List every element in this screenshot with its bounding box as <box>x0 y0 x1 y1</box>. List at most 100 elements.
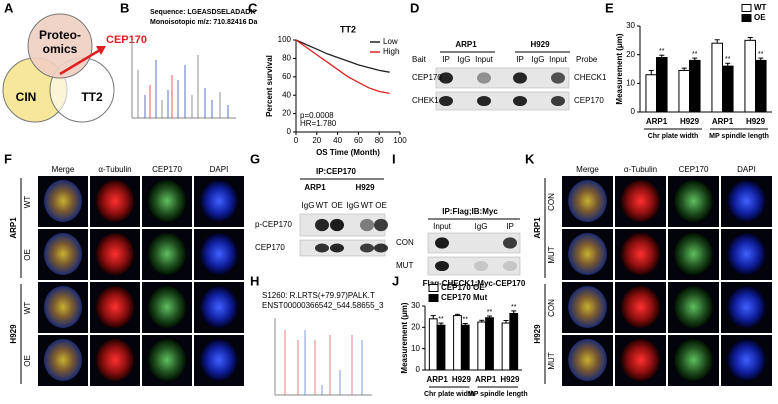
y-tick-label: 0 <box>416 365 421 374</box>
blot-header: ARP1 <box>304 183 326 192</box>
bar <box>722 65 734 113</box>
significance: ** <box>511 304 517 311</box>
bar <box>645 74 658 113</box>
cell <box>727 180 766 222</box>
panel-letter: F <box>4 151 12 166</box>
cell <box>200 339 238 381</box>
x-tick-label: ARP1 <box>646 117 668 126</box>
legend-label: WT <box>754 3 767 12</box>
cell <box>621 233 660 275</box>
significance: ** <box>463 316 469 323</box>
cell <box>727 286 766 328</box>
bar <box>436 324 446 371</box>
panel-letter: C <box>248 0 258 15</box>
spectrum-text: ENST00000366542_544.58655_3 <box>262 301 384 310</box>
column-label: DAPI <box>737 165 756 174</box>
x-tick-label: ARP1 <box>712 117 734 126</box>
column-label: CEP170 <box>152 165 182 174</box>
bar <box>477 321 487 371</box>
lane-label: IgG <box>302 201 315 210</box>
panel-letter: D <box>410 0 419 15</box>
venn-label: CIN <box>16 90 37 104</box>
blot-band <box>330 218 344 232</box>
y-axis-label: Measurement (μm) <box>400 302 409 373</box>
x-tick-label: 80 <box>375 136 384 145</box>
lane-label: IP <box>506 222 514 231</box>
cell <box>148 339 186 381</box>
chart-title: TT2 <box>340 24 356 34</box>
row-label: CON <box>547 193 556 211</box>
bar <box>678 69 691 113</box>
group-label: MP spindle length <box>709 133 769 140</box>
bar <box>689 59 701 113</box>
significance: ** <box>659 48 665 55</box>
venn-label: TT2 <box>81 90 103 104</box>
significance: ** <box>692 51 698 58</box>
cell <box>568 286 607 328</box>
panel-letter: K <box>525 151 535 166</box>
blot-band <box>513 95 527 107</box>
cell <box>727 233 766 275</box>
column-label: CEP170 <box>679 165 709 174</box>
spectrum-text: S1260: R.LRTS(+79.97)PALK.T <box>262 291 375 300</box>
legend-label: CEP170 OE <box>441 283 485 292</box>
panel-letter: B <box>120 0 129 15</box>
significance: ** <box>758 51 764 58</box>
group-label: H929 <box>9 324 18 344</box>
row-label: CEP170 <box>574 96 604 105</box>
x-tick-label: H929 <box>680 117 700 126</box>
blot-title: IP:CEP170 <box>316 167 357 176</box>
cell <box>148 286 186 328</box>
blot-band <box>474 260 488 272</box>
column-label: DAPI <box>210 165 229 174</box>
blot-title: IP:Flag;IB:Myc <box>442 207 498 216</box>
bar <box>711 42 724 113</box>
y-tick-label: 40 <box>282 90 291 99</box>
bar <box>460 324 470 371</box>
x-tick-label: H929 <box>452 375 472 384</box>
row-label: WT <box>23 302 32 315</box>
venn-target: CEP170 <box>106 34 147 46</box>
significance: ** <box>487 309 493 316</box>
x-tick-label: 20 <box>312 136 321 145</box>
blot-band <box>503 260 517 272</box>
arrow <box>59 48 101 76</box>
cell <box>96 286 134 328</box>
arrow-head <box>96 46 106 55</box>
cell <box>621 339 660 381</box>
cell <box>674 339 713 381</box>
legend-label: CEP170 Mut <box>441 293 488 302</box>
blot-band <box>551 72 565 84</box>
x-tick-label: H929 <box>746 117 766 126</box>
cell <box>200 286 238 328</box>
y-tick-label: 80 <box>282 54 291 63</box>
bar <box>501 322 511 371</box>
row-label: OE <box>23 249 32 261</box>
lane-label: IgG <box>347 201 360 210</box>
lane-label: IgG <box>475 222 488 231</box>
y-tick-label: 100 <box>278 35 292 44</box>
blot-header: ARP1 <box>455 40 477 49</box>
blot-band <box>315 218 329 232</box>
cell <box>148 233 186 275</box>
venn-circle <box>27 13 93 79</box>
annotation: HR=1.780 <box>300 119 337 128</box>
y-axis-label: Measurement (μm) <box>615 33 624 104</box>
x-tick-label: H929 <box>500 375 520 384</box>
group-label: ARP1 <box>533 217 542 239</box>
lane-label: IP <box>442 55 450 64</box>
spectrum-text: Sequence: LGEASDSELADADK <box>150 9 255 16</box>
bar <box>453 315 462 371</box>
blot-header: Bait <box>412 55 427 64</box>
y-tick-label: 20 <box>411 322 420 331</box>
blot-band <box>439 95 453 107</box>
row-label: CEP170 <box>255 243 285 252</box>
cell <box>44 286 82 328</box>
row-label: p-CEP170 <box>255 220 292 229</box>
row-label: CON <box>547 299 556 317</box>
survival-line <box>295 39 390 95</box>
row-label: WT <box>23 196 32 209</box>
lane-label: Input <box>549 55 568 64</box>
blot-header: H929 <box>530 40 550 49</box>
cell <box>96 233 134 275</box>
